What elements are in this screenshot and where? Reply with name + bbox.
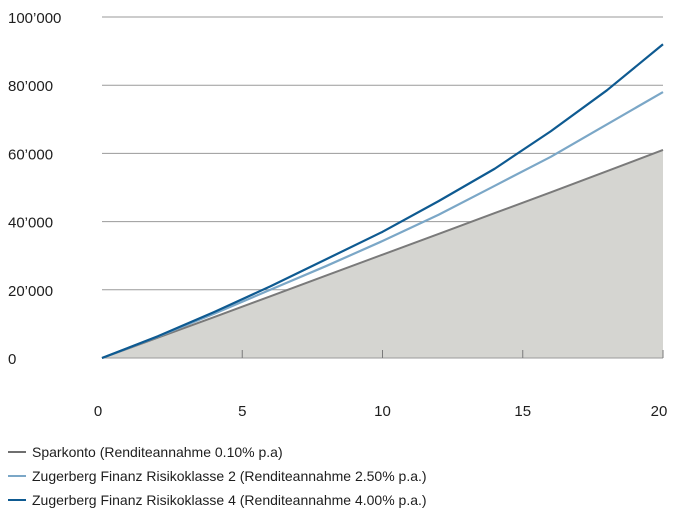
chart: 0 20’000 40’000 60’000 80’000 100’000 0 5 10 15 20 — [8, 10, 667, 420]
legend-swatch-risikoklasse-2 — [8, 475, 26, 477]
legend-label: Sparkonto (Renditeannahme 0.10% p.a) — [32, 444, 283, 460]
y-tick-label: 100’000 — [8, 10, 61, 27]
x-tick-label: 0 — [94, 403, 102, 420]
legend-item-risikoklasse-4: Zugerberg Finanz Risikoklasse 4 (Rendite… — [8, 488, 427, 512]
legend-swatch-sparkonto — [8, 451, 26, 453]
legend-label: Zugerberg Finanz Risikoklasse 4 (Rendite… — [32, 492, 427, 508]
y-tick-label: 60’000 — [8, 146, 53, 163]
x-tick-label: 15 — [514, 403, 531, 420]
y-tick-label: 40’000 — [8, 215, 53, 232]
x-tick-label: 20 — [651, 403, 668, 420]
risikoklasse-4-line — [101, 43, 664, 360]
sparkonto-line — [101, 149, 664, 359]
legend-swatch-risikoklasse-4 — [8, 499, 26, 501]
y-tick-label: 80’000 — [8, 78, 53, 95]
y-tick-label: 0 — [8, 351, 16, 368]
sparkonto-area — [102, 149, 663, 358]
risikoklasse-2-line — [101, 91, 664, 360]
x-tick-label: 5 — [238, 403, 246, 420]
legend: Sparkonto (Renditeannahme 0.10% p.a) Zug… — [8, 440, 427, 512]
tick-layer — [102, 350, 664, 359]
y-tick-label: 20’000 — [8, 283, 53, 300]
legend-label: Zugerberg Finanz Risikoklasse 2 (Rendite… — [32, 468, 427, 484]
x-tick-label: 10 — [374, 403, 391, 420]
legend-item-sparkonto: Sparkonto (Renditeannahme 0.10% p.a) — [8, 440, 427, 464]
axis-labels: 0 20’000 40’000 60’000 80’000 100’000 0 5 10 15 20 — [8, 10, 667, 420]
legend-item-risikoklasse-2: Zugerberg Finanz Risikoklasse 2 (Rendite… — [8, 464, 427, 488]
area-layer — [102, 149, 663, 358]
series-lines — [101, 43, 664, 360]
